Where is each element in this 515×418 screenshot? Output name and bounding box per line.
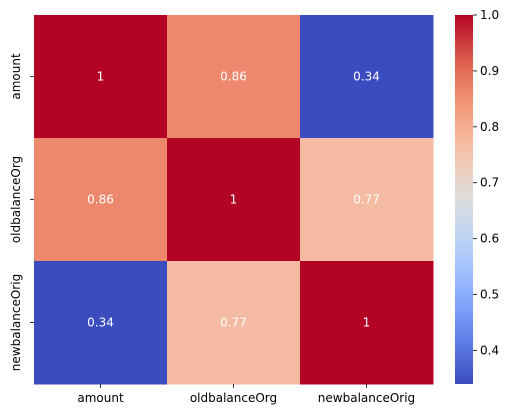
- y-axis-ticks: amount oldbalanceOrg newbalanceOrig: [9, 53, 34, 371]
- heatmap-value-2-2: 1: [363, 316, 371, 330]
- heatmap-value-1-2: 0.77: [353, 193, 380, 207]
- heatmap-cell-1-2: [300, 138, 434, 262]
- heatmap-value-1-1: 1: [230, 193, 238, 207]
- heatmap-cell-2-2: [300, 261, 434, 385]
- heatmap-value-2-1: 0.77: [220, 316, 247, 330]
- heatmap-cells: [34, 15, 434, 385]
- x-tick-label: newbalanceOrig: [318, 391, 415, 405]
- colorbar-tick-label: 0.5: [480, 288, 499, 302]
- heatmap-cell-2-1: [167, 261, 301, 385]
- heatmap-value-0-1: 0.86: [220, 70, 247, 84]
- heatmap-value-0-2: 0.34: [353, 70, 380, 84]
- colorbar-tick-label: 0.4: [480, 343, 499, 357]
- heatmap-cell-labels: 1 0.86 0.34 0.86 1 0.77 0.34 0.77 1: [87, 70, 380, 330]
- colorbar-tick-label: 0.6: [480, 232, 499, 246]
- heatmap-value-1-0: 0.86: [87, 193, 114, 207]
- colorbar-tick-label: 1.0: [480, 8, 499, 22]
- colorbar: [455, 15, 473, 384]
- heatmap-cell-0-1: [167, 15, 301, 139]
- heatmap-cell-2-0: [34, 261, 168, 385]
- x-axis-ticks: amount oldbalanceOrg newbalanceOrig: [77, 384, 415, 405]
- y-tick-label: oldbalanceOrg: [9, 156, 23, 243]
- y-tick-label: amount: [9, 53, 23, 100]
- x-tick-label: amount: [77, 391, 124, 405]
- heatmap-value-2-0: 0.34: [87, 316, 114, 330]
- heatmap-cell-1-0: [34, 138, 168, 262]
- x-tick-label: oldbalanceOrg: [190, 391, 277, 405]
- heatmap-cell-1-1: [167, 138, 301, 262]
- y-tick-label: newbalanceOrig: [9, 274, 23, 371]
- colorbar-ticks: 0.4 0.5 0.6 0.7 0.8 0.9 1.0: [473, 8, 499, 357]
- heatmap-cell-0-2: [300, 15, 434, 139]
- colorbar-tick-label: 0.9: [480, 64, 499, 78]
- heatmap-value-0-0: 1: [97, 70, 105, 84]
- heatmap-cell-0-0: [34, 15, 168, 139]
- colorbar-tick-label: 0.7: [480, 176, 499, 190]
- colorbar-tick-label: 0.8: [480, 120, 499, 134]
